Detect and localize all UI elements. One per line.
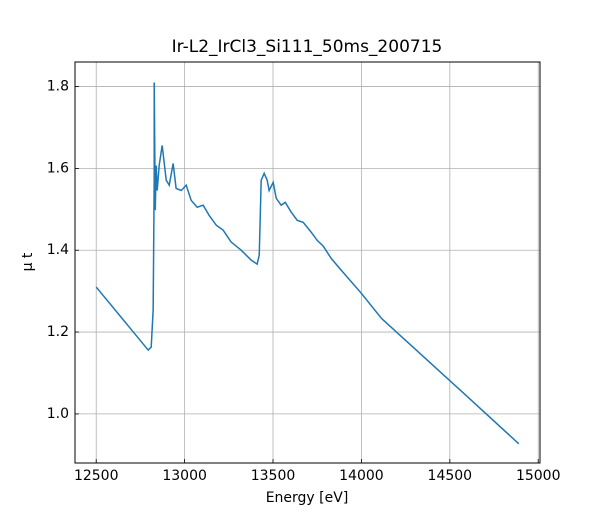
data-line: [95, 82, 520, 445]
y-tick-label: 1.2: [47, 324, 69, 340]
y-tick-label: 1.8: [47, 79, 69, 95]
x-tick-label: 14000: [339, 468, 384, 484]
x-tick-label: 12500: [74, 468, 119, 484]
x-tick-label: 13500: [251, 468, 296, 484]
x-axis-label: Energy [eV]: [266, 490, 349, 506]
y-tick-label: 1.0: [47, 406, 69, 422]
x-tick-label: 13000: [162, 468, 207, 484]
plot-frame: [74, 61, 541, 464]
x-tick-label: 15000: [516, 468, 561, 484]
chart-title: Ir-L2_IrCl3_Si111_50ms_200715: [172, 37, 443, 57]
x-tick-label: 14500: [428, 468, 473, 484]
y-tick-label: 1.6: [47, 160, 69, 176]
y-tick-label: 1.4: [47, 242, 69, 258]
y-axis-label: μ t: [20, 252, 36, 271]
